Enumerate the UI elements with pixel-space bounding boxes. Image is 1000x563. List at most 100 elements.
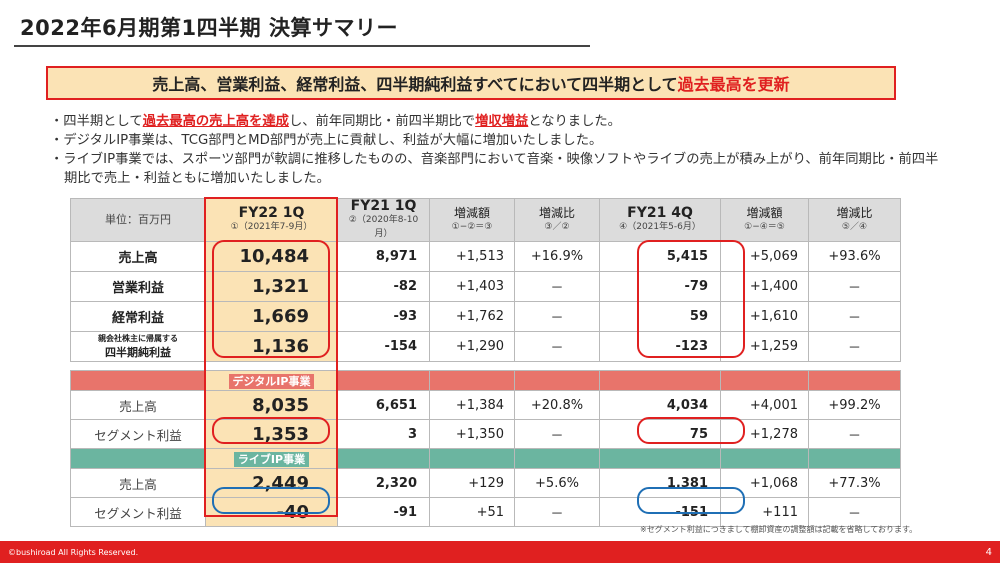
- page-title: 2022年6月期第1四半期 決算サマリー: [20, 16, 398, 40]
- table-row: 経常利益 1,669 -93 +1,762 － 59 +1,610 －: [70, 301, 901, 332]
- col-header: FY22 1Q ①（2021年7-9月）: [205, 198, 338, 242]
- title-underline: [14, 45, 590, 47]
- table-header-row: 単位：百万円 FY22 1Q ①（2021年7-9月） FY21 1Q ②（2020…: [70, 198, 901, 242]
- bullet-emphasis: 過去最高の売上高を達成: [142, 114, 289, 129]
- bullet-item: ・四半期として過去最高の売上高を達成し、前年同期比・前四半期比で増収増益となりま…: [50, 112, 950, 131]
- cell: +1,610: [720, 301, 809, 332]
- bullet-emphasis: 増収増益: [475, 114, 529, 129]
- cell: 2,449: [205, 468, 338, 498]
- cell: －: [808, 497, 901, 527]
- col-header: 増減比 ③／②: [514, 198, 600, 242]
- row-label: 親会社株主に帰属する 四半期純利益: [70, 331, 206, 362]
- cell: -123: [599, 331, 721, 362]
- segment-header-digital: デジタルIP事業: [70, 370, 901, 391]
- cell: 1,381: [599, 468, 721, 498]
- footnote: ※セグメント利益につきまして棚卸資産の調整額は記載を省略しております。: [640, 525, 918, 534]
- cell: －: [514, 331, 600, 362]
- table-row: 売上高 8,035 6,651 +1,384 +20.8% 4,034 +4,0…: [70, 390, 901, 420]
- cell: +99.2%: [808, 390, 901, 420]
- table-row: 親会社株主に帰属する 四半期純利益 1,136 -154 +1,290 － -12…: [70, 331, 901, 362]
- col-header: 増減額 ①−②＝③: [429, 198, 515, 242]
- cell: +1,403: [429, 271, 515, 302]
- cell: +1,762: [429, 301, 515, 332]
- cell: +111: [720, 497, 809, 527]
- row-label: 経常利益: [70, 301, 206, 332]
- cell: +129: [429, 468, 515, 498]
- cell: 1,353: [205, 419, 338, 449]
- footer-bar: ©bushiroad All Rights Reserved. 4: [0, 541, 1000, 563]
- cell: +51: [429, 497, 515, 527]
- cell: +16.9%: [514, 241, 600, 272]
- results-table: 単位：百万円 FY22 1Q ①（2021年7-9月） FY21 1Q ②（2020…: [70, 198, 901, 362]
- table-row: 営業利益 1,321 -82 +1,403 － -79 +1,400 －: [70, 271, 901, 302]
- cell: －: [808, 331, 901, 362]
- cell: 8,035: [205, 390, 338, 420]
- cell: +1,384: [429, 390, 515, 420]
- banner-text: 売上高、営業利益、経常利益、四半期純利益すべてにおいて四半期として: [152, 75, 678, 94]
- segment-header-live: ライブIP事業: [70, 448, 901, 469]
- cell: 75: [599, 419, 721, 449]
- cell: +1,068: [720, 468, 809, 498]
- cell: 5,415: [599, 241, 721, 272]
- banner-highlight: 過去最高を更新: [677, 75, 790, 94]
- cell: +1,278: [720, 419, 809, 449]
- copyright: ©bushiroad All Rights Reserved.: [8, 547, 139, 557]
- segment-name: ライブIP事業: [205, 448, 338, 469]
- cell: －: [808, 271, 901, 302]
- cell: +1,513: [429, 241, 515, 272]
- row-label: 売上高: [70, 468, 206, 498]
- cell: －: [514, 271, 600, 302]
- table-row: 売上高 2,449 2,320 +129 +5.6% 1,381 +1,068 …: [70, 468, 901, 498]
- page-number: 4: [985, 546, 992, 558]
- bullet-text: となりました。: [528, 114, 621, 129]
- row-label: 営業利益: [70, 271, 206, 302]
- cell: +5,069: [720, 241, 809, 272]
- cell: -91: [337, 497, 430, 527]
- row-label: 売上高: [70, 241, 206, 272]
- cell: +1,290: [429, 331, 515, 362]
- unit-label: 単位：百万円: [70, 198, 206, 242]
- row-label: セグメント利益: [70, 497, 206, 527]
- cell: +5.6%: [514, 468, 600, 498]
- col-header: FY21 1Q ②（2020年8-10月）: [337, 198, 430, 242]
- bullet-list: ・四半期として過去最高の売上高を達成し、前年同期比・前四半期比で増収増益となりま…: [50, 112, 950, 188]
- table-row: 売上高 10,484 8,971 +1,513 +16.9% 5,415 +5,…: [70, 241, 901, 272]
- cell: -154: [337, 331, 430, 362]
- cell: -79: [599, 271, 721, 302]
- cell: 2,320: [337, 468, 430, 498]
- col-header: FY21 4Q ④（2021年5-6月）: [599, 198, 721, 242]
- table-row: セグメント利益 -40 -91 +51 － -151 +111 －: [70, 497, 901, 527]
- row-label: 売上高: [70, 390, 206, 420]
- summary-banner: 売上高、営業利益、経常利益、四半期純利益すべてにおいて四半期として 過去最高を更新: [46, 66, 896, 100]
- bullet-text: ・四半期として: [50, 114, 143, 129]
- row-label: セグメント利益: [70, 419, 206, 449]
- cell: +93.6%: [808, 241, 901, 272]
- cell: +1,259: [720, 331, 809, 362]
- cell: －: [808, 301, 901, 332]
- segment-table: デジタルIP事業 売上高 8,035 6,651 +1,384 +20.8% 4…: [70, 370, 901, 527]
- col-header: 増減比 ⑤／④: [808, 198, 901, 242]
- cell: +4,001: [720, 390, 809, 420]
- cell: -151: [599, 497, 721, 527]
- cell: 59: [599, 301, 721, 332]
- col-header: 増減額 ①−④＝⑤: [720, 198, 809, 242]
- cell: 4,034: [599, 390, 721, 420]
- cell: -40: [205, 497, 338, 527]
- cell: －: [514, 419, 600, 449]
- cell: 10,484: [205, 241, 338, 272]
- table-row: セグメント利益 1,353 3 +1,350 － 75 +1,278 －: [70, 419, 901, 449]
- cell: +20.8%: [514, 390, 600, 420]
- cell: －: [514, 301, 600, 332]
- cell: 8,971: [337, 241, 430, 272]
- cell: 1,321: [205, 271, 338, 302]
- cell: -93: [337, 301, 430, 332]
- bullet-item: ・ライブIP事業では、スポーツ部門が軟調に推移したものの、音楽部門において音楽・…: [50, 152, 939, 186]
- cell: 1,136: [205, 331, 338, 362]
- cell: +1,400: [720, 271, 809, 302]
- cell: 3: [337, 419, 430, 449]
- segment-name: デジタルIP事業: [205, 370, 338, 391]
- cell: +1,350: [429, 419, 515, 449]
- cell: +77.3%: [808, 468, 901, 498]
- bullet-item: ・デジタルIP事業は、TCG部門とMD部門が売上に貢献し、利益が大幅に増加いたし…: [50, 133, 603, 148]
- cell: －: [808, 419, 901, 449]
